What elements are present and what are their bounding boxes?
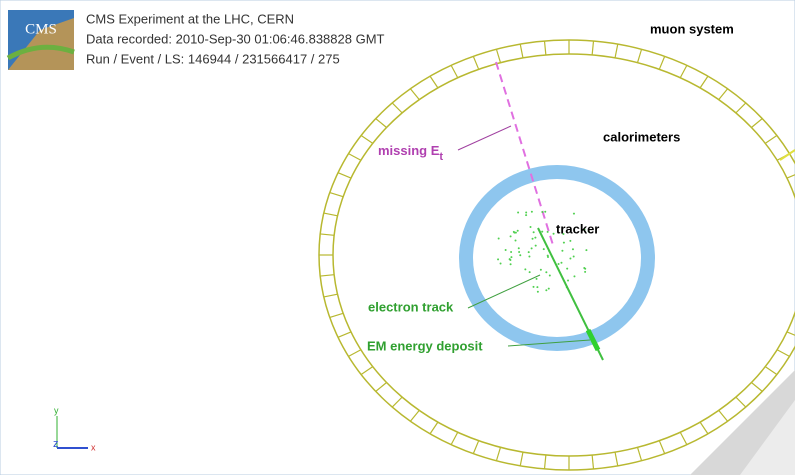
hit bbox=[536, 278, 538, 280]
hit bbox=[525, 214, 527, 216]
hit bbox=[498, 238, 500, 240]
hit bbox=[510, 256, 512, 258]
hit bbox=[500, 262, 502, 264]
hit bbox=[566, 268, 568, 270]
logo: CMS bbox=[8, 10, 74, 70]
em-deposit-label: EM energy deposit bbox=[367, 338, 483, 353]
hit bbox=[540, 269, 542, 271]
x-axis-label: x bbox=[91, 442, 96, 452]
hit bbox=[549, 275, 551, 277]
hit bbox=[513, 231, 515, 233]
hit bbox=[545, 289, 547, 291]
header-run: Run / Event / LS: 146944 / 231566417 / 2… bbox=[86, 51, 340, 66]
hit bbox=[528, 251, 530, 253]
hit bbox=[536, 286, 538, 288]
hit bbox=[558, 263, 560, 265]
hit bbox=[544, 211, 546, 213]
hit bbox=[569, 240, 571, 242]
hit bbox=[515, 239, 517, 241]
hit bbox=[543, 248, 545, 250]
hit bbox=[525, 211, 527, 213]
hit bbox=[573, 213, 575, 215]
muon-system-label: muon system bbox=[650, 21, 734, 36]
hit bbox=[524, 268, 526, 270]
z-axis-label: z bbox=[53, 438, 59, 450]
hit bbox=[561, 250, 563, 252]
hit bbox=[518, 247, 520, 249]
electron-track-label: electron track bbox=[368, 299, 454, 314]
hit bbox=[548, 288, 550, 290]
hit bbox=[528, 255, 530, 257]
hit bbox=[541, 211, 543, 213]
hit bbox=[547, 231, 549, 233]
tracker-label: tracker bbox=[556, 221, 599, 236]
missing-et-sub: t bbox=[439, 151, 443, 163]
hit bbox=[517, 212, 519, 214]
hit bbox=[545, 271, 547, 273]
hit bbox=[547, 255, 549, 257]
hit bbox=[530, 226, 532, 228]
missing-et-main: missing E bbox=[378, 143, 440, 158]
hit bbox=[573, 256, 575, 258]
event-display: CMS CMS Experiment at the LHC, CERN Data… bbox=[0, 0, 795, 475]
calorimeters-label: calorimeters bbox=[603, 129, 680, 144]
hit bbox=[541, 231, 543, 233]
frame bbox=[0, 0, 795, 475]
hit bbox=[535, 245, 537, 247]
hit bbox=[563, 242, 565, 244]
hit bbox=[531, 211, 533, 213]
header-recorded: Data recorded: 2010-Sep-30 01:06:46.8388… bbox=[86, 31, 385, 46]
hit bbox=[519, 254, 521, 256]
hit bbox=[572, 248, 574, 250]
header-title: CMS Experiment at the LHC, CERN bbox=[86, 11, 294, 26]
hit bbox=[584, 271, 586, 273]
hit bbox=[497, 258, 499, 260]
hit bbox=[585, 249, 587, 251]
hit bbox=[517, 230, 519, 232]
hit bbox=[569, 258, 571, 260]
hit bbox=[573, 275, 575, 277]
hit bbox=[532, 238, 534, 240]
hit bbox=[584, 268, 586, 270]
hit bbox=[510, 263, 512, 265]
hit bbox=[509, 259, 511, 261]
hit bbox=[529, 271, 531, 273]
hit bbox=[505, 249, 507, 251]
hit bbox=[534, 237, 536, 239]
hit bbox=[510, 235, 512, 237]
hit bbox=[533, 286, 535, 288]
hit bbox=[531, 247, 533, 249]
hit bbox=[533, 231, 535, 233]
hit bbox=[510, 251, 512, 253]
hit bbox=[560, 262, 562, 264]
hit bbox=[553, 233, 555, 235]
hit bbox=[567, 280, 569, 282]
hit bbox=[518, 251, 520, 253]
y-axis-label: y bbox=[54, 405, 59, 415]
logo-text: CMS bbox=[25, 21, 57, 37]
hit bbox=[537, 291, 539, 293]
